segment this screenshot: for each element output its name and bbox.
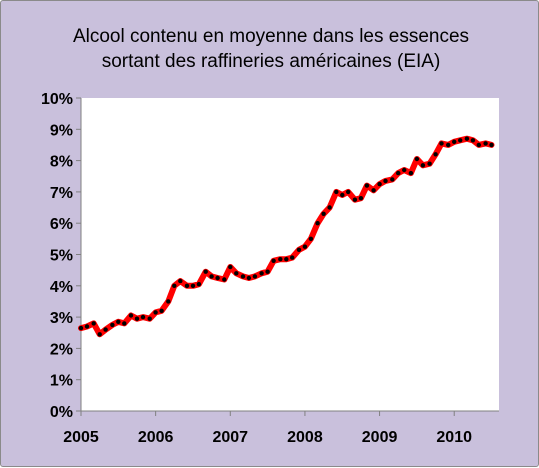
data-point [196, 282, 202, 287]
x-tick-label: 2008 [287, 429, 323, 446]
data-point [358, 196, 364, 201]
data-point [420, 163, 426, 168]
data-point [110, 322, 115, 328]
data-point [278, 257, 283, 262]
data-point [153, 310, 158, 315]
x-tick-label: 2005 [63, 429, 99, 446]
data-point [159, 308, 164, 313]
data-point [464, 136, 470, 141]
data-point [91, 321, 96, 326]
data-point [246, 275, 252, 281]
y-tick-label: 5% [50, 248, 73, 265]
data-point [240, 274, 246, 279]
data-point [284, 257, 289, 262]
data-point [302, 244, 308, 249]
data-point [228, 264, 233, 270]
data-point [446, 142, 451, 148]
data-point [396, 170, 401, 176]
data-point [414, 156, 420, 162]
y-tick-label: 2% [50, 341, 73, 358]
data-point [315, 221, 320, 226]
data-point [371, 188, 376, 193]
y-tick-label: 4% [50, 279, 73, 296]
data-point [458, 138, 463, 143]
y-tick-label: 7% [50, 185, 73, 202]
data-point [408, 170, 414, 176]
data-point [166, 299, 171, 304]
data-point [321, 211, 326, 216]
y-tick-label: 3% [50, 310, 73, 327]
data-point [84, 324, 90, 329]
data-point [334, 189, 339, 195]
x-tick-label: 2007 [212, 429, 248, 446]
data-point [271, 258, 276, 263]
data-point [172, 283, 177, 288]
data-point [476, 142, 481, 148]
x-tick-label: 2010 [436, 429, 472, 446]
data-point [402, 167, 407, 173]
data-point [209, 274, 214, 279]
x-tick-label: 2009 [362, 429, 398, 446]
data-point [308, 236, 314, 241]
data-point [215, 275, 220, 281]
data-point [184, 283, 190, 288]
data-point [340, 192, 345, 198]
data-point [147, 316, 152, 321]
data-point [439, 141, 444, 146]
data-point [452, 139, 457, 144]
data-point [122, 321, 127, 326]
data-point [489, 142, 494, 148]
data-point [377, 181, 382, 187]
data-point [327, 205, 332, 210]
data-point [234, 271, 239, 276]
data-point [296, 247, 302, 252]
data-point [483, 141, 488, 146]
y-tick-label: 1% [50, 373, 73, 390]
data-point [252, 274, 258, 279]
data-point [390, 177, 395, 182]
y-axis: 0% 1% 2% 3% 4% 5% 6% 7% 8% 9% 10% [41, 91, 82, 421]
plot-area [81, 98, 499, 411]
data-point [352, 197, 358, 202]
data-point [290, 255, 295, 260]
data-point [265, 269, 270, 274]
data-point [433, 152, 438, 157]
x-axis: 2005 2006 2007 2008 2009 2010 [63, 410, 499, 446]
data-point [97, 332, 102, 337]
data-point [116, 319, 121, 324]
data-point [134, 316, 140, 321]
x-tick-label: 2006 [138, 429, 174, 446]
data-point [103, 327, 108, 332]
y-tick-label: 9% [50, 122, 73, 139]
data-point [346, 189, 351, 195]
chart-title-line-2: sortant des raffineries américaines (EIA… [102, 51, 441, 72]
y-tick-label: 8% [50, 154, 73, 171]
data-point [383, 178, 388, 184]
data-point [190, 283, 196, 288]
chart-title-line-1: Alcool contenu en moyenne dans les essen… [73, 26, 469, 47]
data-point [140, 314, 146, 320]
y-tick-label: 0% [50, 404, 73, 421]
data-point [203, 269, 208, 274]
data-point [364, 183, 370, 188]
data-point [222, 277, 227, 282]
data-point [470, 138, 476, 143]
data-point [259, 271, 264, 276]
series-group [78, 135, 495, 338]
y-tick-label: 10% [41, 91, 73, 108]
data-point [427, 161, 432, 166]
data-point [78, 325, 84, 331]
data-point [128, 313, 134, 318]
y-tick-label: 6% [50, 216, 73, 233]
data-point [178, 278, 183, 284]
